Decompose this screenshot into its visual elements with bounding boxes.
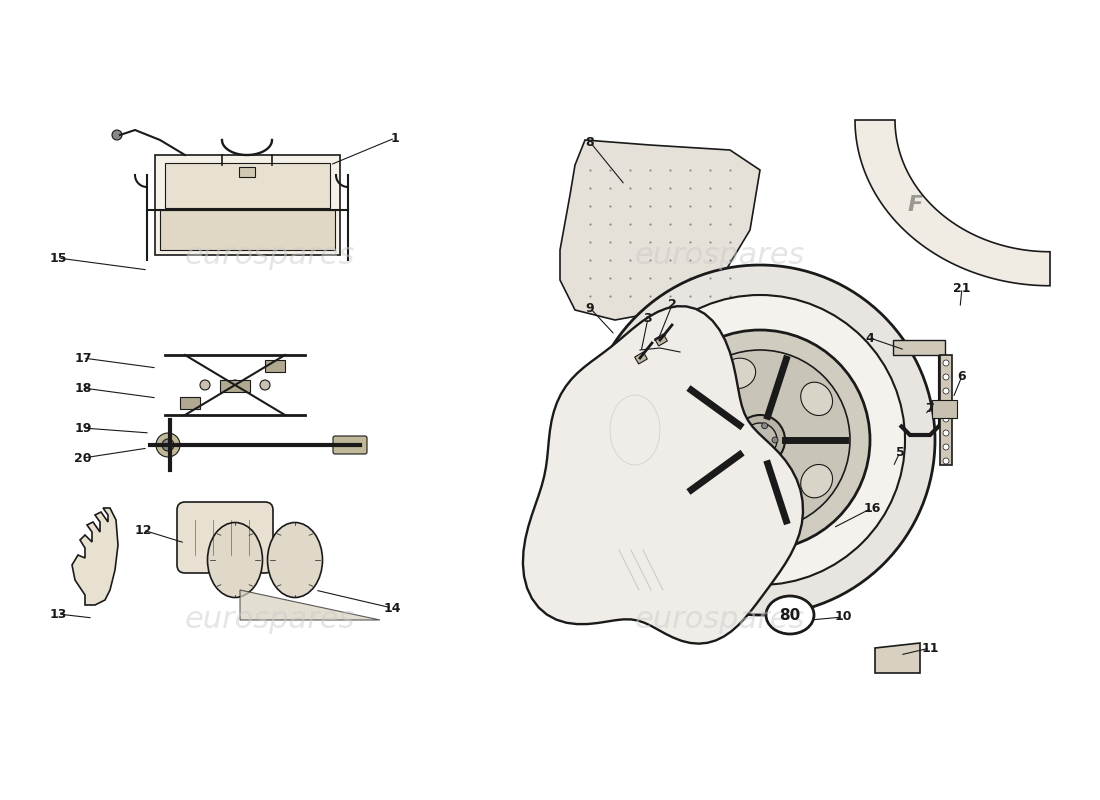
Polygon shape [855,120,1050,286]
Ellipse shape [766,596,814,634]
Text: 10: 10 [834,610,851,623]
Text: 80: 80 [780,607,801,622]
Ellipse shape [267,522,322,598]
Circle shape [943,360,949,366]
Text: 17: 17 [75,351,91,365]
FancyBboxPatch shape [220,380,250,392]
Text: 4: 4 [866,331,874,345]
Text: 3: 3 [644,311,652,325]
Text: 8: 8 [585,135,594,149]
Text: F: F [908,195,923,215]
Text: 11: 11 [922,642,938,654]
FancyBboxPatch shape [333,436,367,454]
FancyBboxPatch shape [160,210,336,250]
Text: eurospares: eurospares [635,606,805,634]
Ellipse shape [675,422,705,458]
Polygon shape [874,643,920,673]
Circle shape [943,402,949,408]
Ellipse shape [208,522,263,598]
Circle shape [260,380,270,390]
Circle shape [745,446,751,452]
Circle shape [943,416,949,422]
Text: 5: 5 [895,446,904,458]
Polygon shape [240,590,380,620]
Polygon shape [72,508,118,605]
Circle shape [615,295,905,585]
Ellipse shape [722,358,756,389]
Circle shape [943,444,949,450]
Circle shape [943,388,949,394]
Polygon shape [560,140,760,320]
FancyBboxPatch shape [180,397,200,409]
Circle shape [585,265,935,615]
Ellipse shape [722,491,756,522]
Circle shape [162,439,174,451]
Text: 19: 19 [75,422,91,434]
FancyBboxPatch shape [932,400,957,418]
Text: 14: 14 [383,602,400,614]
Text: 21: 21 [954,282,970,294]
Circle shape [745,428,751,434]
FancyBboxPatch shape [165,163,330,208]
Ellipse shape [801,382,833,415]
Polygon shape [522,306,803,644]
Circle shape [943,430,949,436]
Circle shape [943,374,949,380]
Circle shape [156,433,180,457]
Text: eurospares: eurospares [635,241,805,270]
Text: 15: 15 [50,251,67,265]
Polygon shape [635,352,647,364]
Circle shape [761,422,768,429]
Circle shape [650,330,870,550]
FancyBboxPatch shape [265,360,285,372]
Text: eurospares: eurospares [185,241,355,270]
Circle shape [735,415,785,465]
Circle shape [200,380,210,390]
Circle shape [772,437,778,443]
Circle shape [761,451,768,458]
Text: 6: 6 [958,370,966,382]
FancyBboxPatch shape [177,502,273,573]
Ellipse shape [801,465,833,498]
Circle shape [230,380,240,390]
Text: 1: 1 [390,131,399,145]
FancyBboxPatch shape [239,167,255,177]
FancyBboxPatch shape [155,155,340,255]
FancyBboxPatch shape [893,340,945,355]
Text: 18: 18 [75,382,91,394]
Text: 12: 12 [134,523,152,537]
Text: 16: 16 [864,502,881,514]
Circle shape [742,423,777,457]
Polygon shape [654,334,668,346]
Text: 13: 13 [50,607,67,621]
Text: eurospares: eurospares [185,606,355,634]
FancyBboxPatch shape [940,355,952,465]
Circle shape [943,458,949,464]
Text: 2: 2 [668,298,676,311]
Circle shape [112,130,122,140]
Text: 7: 7 [925,402,934,414]
Text: 20: 20 [75,451,91,465]
Circle shape [670,350,850,530]
Text: 9: 9 [585,302,594,314]
